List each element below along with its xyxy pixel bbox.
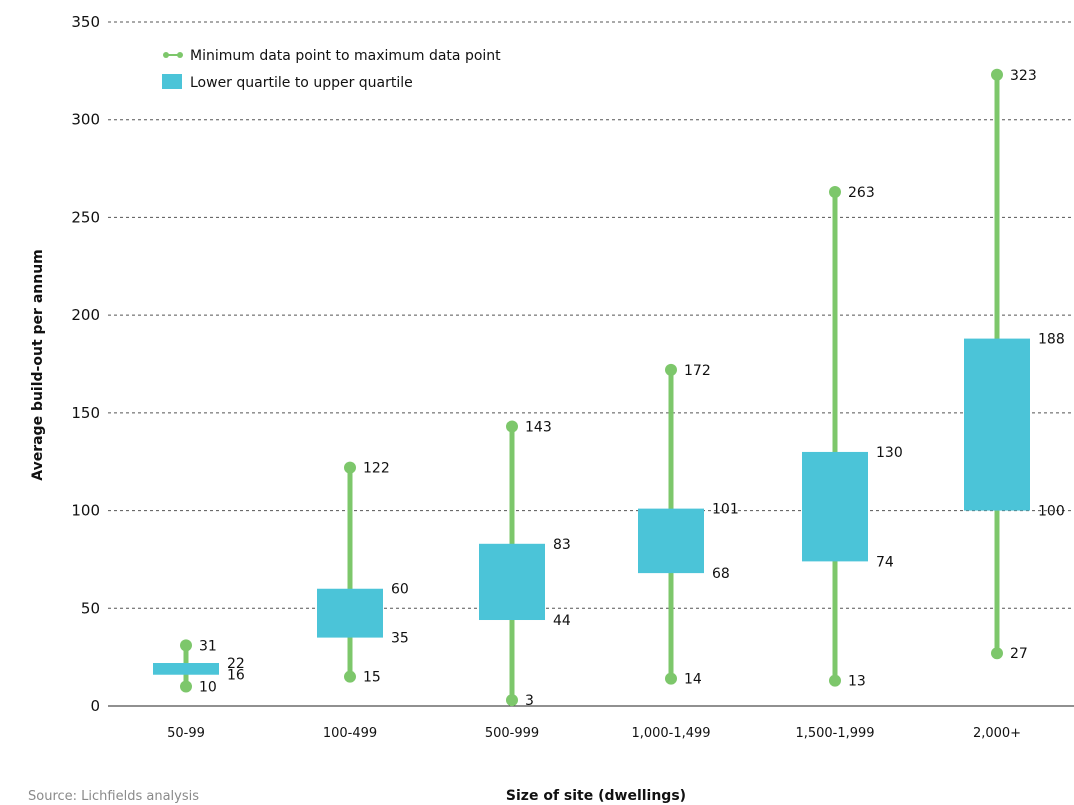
- max-label: 122: [363, 461, 390, 477]
- y-tick-label: 250: [71, 208, 100, 226]
- category-group: 263 13 130 74: [802, 185, 903, 690]
- category-group: 122 15 60 35: [317, 461, 409, 686]
- q3-label: 101: [712, 502, 739, 518]
- min-point: [991, 647, 1003, 660]
- legend-box-label: Lower quartile to upper quartile: [190, 75, 413, 91]
- x-axis-title: Size of site (dwellings): [506, 788, 686, 804]
- q3-label: 22: [227, 656, 245, 672]
- legend-range-label: Minimum data point to maximum data point: [190, 48, 501, 64]
- q1-label: 16: [227, 668, 245, 684]
- q1-label: 74: [876, 554, 894, 570]
- x-category-label: 500-999: [485, 726, 539, 741]
- min-label: 14: [684, 672, 702, 688]
- max-label: 143: [525, 420, 552, 436]
- max-point: [829, 186, 841, 199]
- quartile-box: [638, 508, 704, 574]
- quartile-box: [317, 588, 383, 638]
- x-category-label: 2,000+: [973, 726, 1021, 741]
- quartile-box: [153, 663, 219, 675]
- max-label: 31: [199, 638, 217, 654]
- min-point: [665, 672, 677, 685]
- x-axis-categories: 50-99 100-499 500-999 1,000-1,499 1,500-1,99…: [167, 726, 1021, 741]
- q1-label: 35: [391, 631, 409, 647]
- max-point: [344, 461, 356, 474]
- max-point: [665, 363, 677, 376]
- q3-label: 130: [876, 445, 903, 461]
- category-group: 143 3 83 44: [479, 420, 571, 709]
- max-point: [506, 420, 518, 433]
- max-label: 263: [848, 185, 875, 201]
- legend-range-marker-dot-start: [163, 52, 169, 58]
- q1-label: 68: [712, 566, 730, 582]
- source-note: Source: Lichfields analysis: [28, 789, 199, 804]
- quartile-box: [479, 543, 545, 621]
- max-label: 323: [1010, 68, 1037, 84]
- legend-range-marker-dot-end: [177, 52, 183, 58]
- legend-box-marker: [162, 74, 182, 89]
- category-group: 172 14 101 68: [638, 363, 739, 688]
- min-point: [829, 674, 841, 687]
- x-category-label: 1,500-1,999: [795, 726, 874, 741]
- min-label: 15: [363, 670, 381, 686]
- max-point: [991, 68, 1003, 81]
- y-tick-label: 50: [81, 599, 100, 617]
- y-tick-label: 100: [71, 502, 100, 520]
- min-point: [506, 694, 518, 707]
- min-label: 13: [848, 674, 866, 690]
- x-category-label: 1,000-1,499: [631, 726, 710, 741]
- y-tick-label: 0: [90, 697, 100, 715]
- y-tick-label: 300: [71, 111, 100, 129]
- quartile-box: [964, 338, 1030, 511]
- q3-label: 188: [1038, 332, 1065, 348]
- x-category-label: 100-499: [323, 726, 377, 741]
- y-axis-ticks: 0 50 100 150 200 250 300 350: [71, 13, 100, 715]
- legend: Minimum data point to maximum data point…: [162, 48, 501, 91]
- q3-label: 83: [553, 537, 571, 553]
- y-axis-title: Average build-out per annum: [30, 249, 46, 481]
- q1-label: 100: [1038, 504, 1065, 520]
- min-label: 10: [199, 679, 217, 695]
- x-category-label: 50-99: [167, 726, 205, 741]
- min-label: 3: [525, 693, 534, 709]
- min-point: [344, 670, 356, 683]
- q1-label: 44: [553, 613, 571, 629]
- quartile-box: [802, 451, 868, 562]
- category-group: 323 27 188 100: [964, 68, 1065, 662]
- y-tick-label: 200: [71, 306, 100, 324]
- y-tick-label: 150: [71, 404, 100, 422]
- min-point: [180, 680, 192, 693]
- y-tick-label: 350: [71, 13, 100, 31]
- min-label: 27: [1010, 646, 1028, 662]
- q3-label: 60: [391, 582, 409, 598]
- max-point: [180, 639, 192, 652]
- gridlines: [108, 21, 1074, 609]
- max-label: 172: [684, 363, 711, 379]
